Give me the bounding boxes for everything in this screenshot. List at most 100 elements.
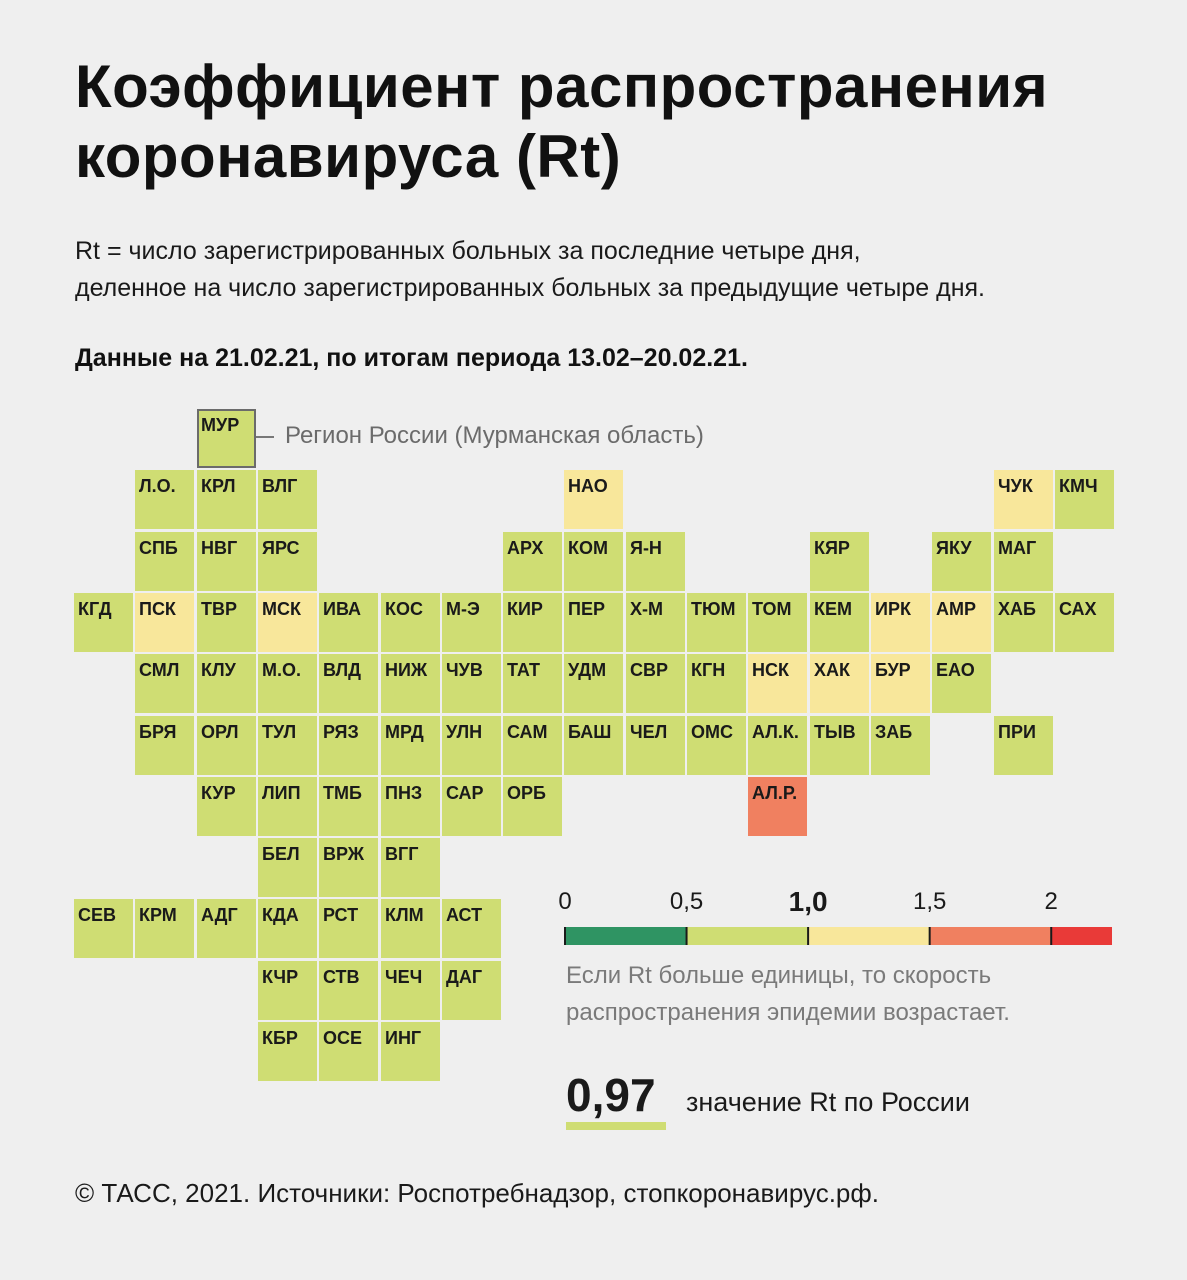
- region-cell-9: ЯРС: [258, 532, 317, 591]
- region-cell-21: КОС: [381, 593, 440, 652]
- subtitle-line-2: деленное на число зарегистрированных бол…: [75, 274, 985, 302]
- region-cell-81: ДАГ: [442, 961, 501, 1020]
- region-cell-67: АЛ.Р.: [748, 777, 807, 836]
- region-cell-49: ТУЛ: [258, 716, 317, 775]
- region-cell-36: ВЛД: [319, 654, 378, 713]
- region-cell-8: НВГ: [197, 532, 256, 591]
- russia-rt-underline: [566, 1122, 666, 1130]
- region-cell-25: Х-М: [626, 593, 685, 652]
- region-cell-71: СЕВ: [74, 899, 133, 958]
- region-cell-65: САР: [442, 777, 501, 836]
- region-cell-77: АСТ: [442, 899, 501, 958]
- region-cell-47: БРЯ: [135, 716, 194, 775]
- region-cell-69: ВРЖ: [319, 838, 378, 897]
- region-cell-76: КЛМ: [381, 899, 440, 958]
- region-cell-48: ОРЛ: [197, 716, 256, 775]
- legend-note-line-2: распространения эпидемии возрастает.: [566, 999, 1010, 1026]
- region-cell-84: ИНГ: [381, 1022, 440, 1081]
- region-cell-37: НИЖ: [381, 654, 440, 713]
- region-cell-31: ХАБ: [994, 593, 1053, 652]
- region-cell-64: ПНЗ: [381, 777, 440, 836]
- region-cell-0: МУР: [197, 409, 256, 468]
- region-cell-14: ЯКУ: [932, 532, 991, 591]
- region-cell-73: АДГ: [197, 899, 256, 958]
- region-cell-78: КЧР: [258, 961, 317, 1020]
- region-cell-18: ТВР: [197, 593, 256, 652]
- region-cell-60: ПРИ: [994, 716, 1053, 775]
- region-cell-80: ЧЕЧ: [381, 961, 440, 1020]
- region-cell-4: НАО: [564, 470, 623, 529]
- region-cell-56: ОМС: [687, 716, 746, 775]
- region-cell-38: ЧУВ: [442, 654, 501, 713]
- subtitle-line-1: Rt = число зарегистрированных больных за…: [75, 237, 861, 265]
- region-cell-51: МРД: [381, 716, 440, 775]
- region-cell-63: ТМБ: [319, 777, 378, 836]
- region-cell-12: Я-Н: [626, 532, 685, 591]
- region-cell-17: ПСК: [135, 593, 194, 652]
- region-cell-61: КУР: [197, 777, 256, 836]
- region-cell-43: НСК: [748, 654, 807, 713]
- region-cell-3: ВЛГ: [258, 470, 317, 529]
- region-cell-26: ТЮМ: [687, 593, 746, 652]
- region-cell-53: САМ: [503, 716, 562, 775]
- title-line-2: коронавируса (Rt): [75, 123, 622, 190]
- region-cell-50: РЯЗ: [319, 716, 378, 775]
- region-cell-19: МСК: [258, 593, 317, 652]
- region-cell-52: УЛН: [442, 716, 501, 775]
- legend-note: Если Rt больше единицы, то скорость расп…: [566, 957, 1010, 1031]
- region-cell-68: БЕЛ: [258, 838, 317, 897]
- footer-credits: © ТАСС, 2021. Источники: Роспотребнадзор…: [75, 1178, 879, 1208]
- region-cell-46: ЕАО: [932, 654, 991, 713]
- russia-rt-value: 0,97: [566, 1069, 656, 1121]
- region-cell-57: АЛ.К.: [748, 716, 807, 775]
- region-cell-82: КБР: [258, 1022, 317, 1081]
- region-cell-5: ЧУК: [994, 470, 1053, 529]
- region-cell-15: МАГ: [994, 532, 1053, 591]
- region-cell-27: ТОМ: [748, 593, 807, 652]
- region-cell-54: БАШ: [564, 716, 623, 775]
- region-cell-39: ТАТ: [503, 654, 562, 713]
- region-cell-13: КЯР: [810, 532, 869, 591]
- region-cell-42: КГН: [687, 654, 746, 713]
- region-cell-28: КЕМ: [810, 593, 869, 652]
- date-note: Данные на 21.02.21, по итогам периода 13…: [75, 344, 748, 372]
- region-cell-7: СПБ: [135, 532, 194, 591]
- region-cell-79: СТВ: [319, 961, 378, 1020]
- russia-rt-label: значение Rt по России: [686, 1087, 970, 1117]
- region-cell-1: Л.О.: [135, 470, 194, 529]
- region-cell-83: ОСЕ: [319, 1022, 378, 1081]
- region-cell-34: КЛУ: [197, 654, 256, 713]
- region-cell-70: ВГГ: [381, 838, 440, 897]
- region-cell-2: КРЛ: [197, 470, 256, 529]
- region-cell-16: КГД: [74, 593, 133, 652]
- sample-connector-line: [256, 436, 274, 438]
- region-cell-45: БУР: [871, 654, 930, 713]
- region-cell-62: ЛИП: [258, 777, 317, 836]
- region-cell-58: ТЫВ: [810, 716, 869, 775]
- region-cell-30: АМР: [932, 593, 991, 652]
- region-cell-75: РСТ: [319, 899, 378, 958]
- region-cell-41: СВР: [626, 654, 685, 713]
- region-cell-74: КДА: [258, 899, 317, 958]
- region-cell-32: САХ: [1055, 593, 1114, 652]
- region-cell-59: ЗАБ: [871, 716, 930, 775]
- page-title: Коэффициент распространения коронавируса…: [75, 52, 1048, 192]
- region-cell-10: АРХ: [503, 532, 562, 591]
- legend-note-line-1: Если Rt больше единицы, то скорость: [566, 962, 992, 989]
- region-cell-72: КРМ: [135, 899, 194, 958]
- region-cell-35: М.О.: [258, 654, 317, 713]
- region-cell-11: КОМ: [564, 532, 623, 591]
- sample-region-label: Регион России (Мурманская область): [285, 422, 704, 449]
- region-cell-55: ЧЕЛ: [626, 716, 685, 775]
- region-cell-40: УДМ: [564, 654, 623, 713]
- region-cell-20: ИВА: [319, 593, 378, 652]
- region-cell-6: КМЧ: [1055, 470, 1114, 529]
- subtitle: Rt = число зарегистрированных больных за…: [75, 233, 985, 307]
- region-cell-66: ОРБ: [503, 777, 562, 836]
- region-cell-33: СМЛ: [135, 654, 194, 713]
- title-line-1: Коэффициент распространения: [75, 53, 1049, 120]
- region-cell-24: ПЕР: [564, 593, 623, 652]
- region-cell-23: КИР: [503, 593, 562, 652]
- region-cell-22: М-Э: [442, 593, 501, 652]
